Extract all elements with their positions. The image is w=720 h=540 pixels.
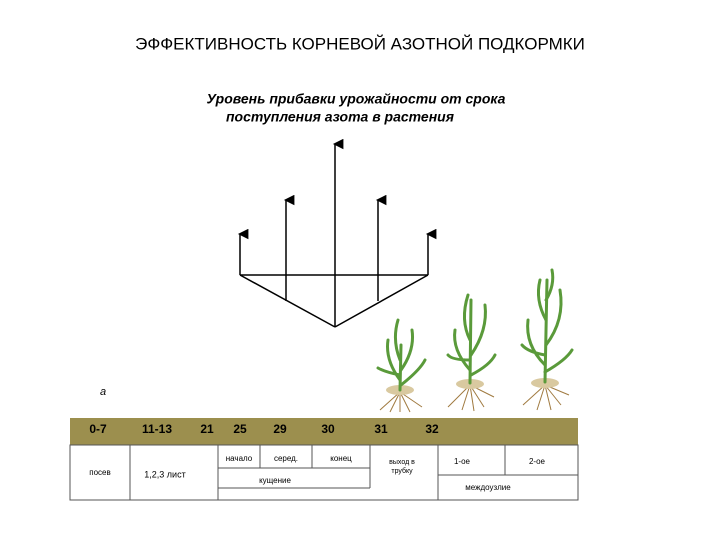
table-label: выход в <box>389 459 415 466</box>
table-label: начало <box>226 454 253 463</box>
stage-code: 31 <box>374 422 388 436</box>
table-label: конец <box>330 454 352 463</box>
marker: а <box>100 386 106 398</box>
stage-bar <box>70 418 578 445</box>
stage-code: 25 <box>233 422 247 436</box>
table-label: 1-ое <box>454 457 471 466</box>
table-label: кущение <box>259 476 291 485</box>
table-label: междоузлие <box>465 483 511 492</box>
phase-labels: посев 1,2,3 лист начало серед. конец кущение в… <box>89 454 545 492</box>
table-label: серед. <box>274 454 298 463</box>
table-label: 1,2,3 лист <box>144 469 185 479</box>
stage-code: 21 <box>200 422 214 436</box>
table-label: 2-ое <box>529 457 546 466</box>
stage-code: 11-13 <box>142 422 172 436</box>
plants <box>376 268 574 413</box>
stage-code: 32 <box>425 422 439 436</box>
stage-code: 0-7 <box>89 422 107 436</box>
table-label: посев <box>89 468 110 477</box>
arrow-diagram <box>237 138 437 328</box>
table-label: трубку <box>391 467 413 475</box>
stage-code: 29 <box>273 422 287 436</box>
stage-codes: 0-7 11-13 21 25 29 30 31 32 <box>89 422 439 436</box>
phase-table <box>69 444 579 501</box>
subtitle: Уровень прибавки урожайности от срока <box>207 91 506 107</box>
title: ЭФФЕКТИВНОСТЬ КОРНЕВОЙ АЗОТНОЙ ПОДКОРМКИ <box>135 34 585 53</box>
subtitle: поступления азота в растения <box>226 109 454 125</box>
stage-code: 30 <box>321 422 335 436</box>
